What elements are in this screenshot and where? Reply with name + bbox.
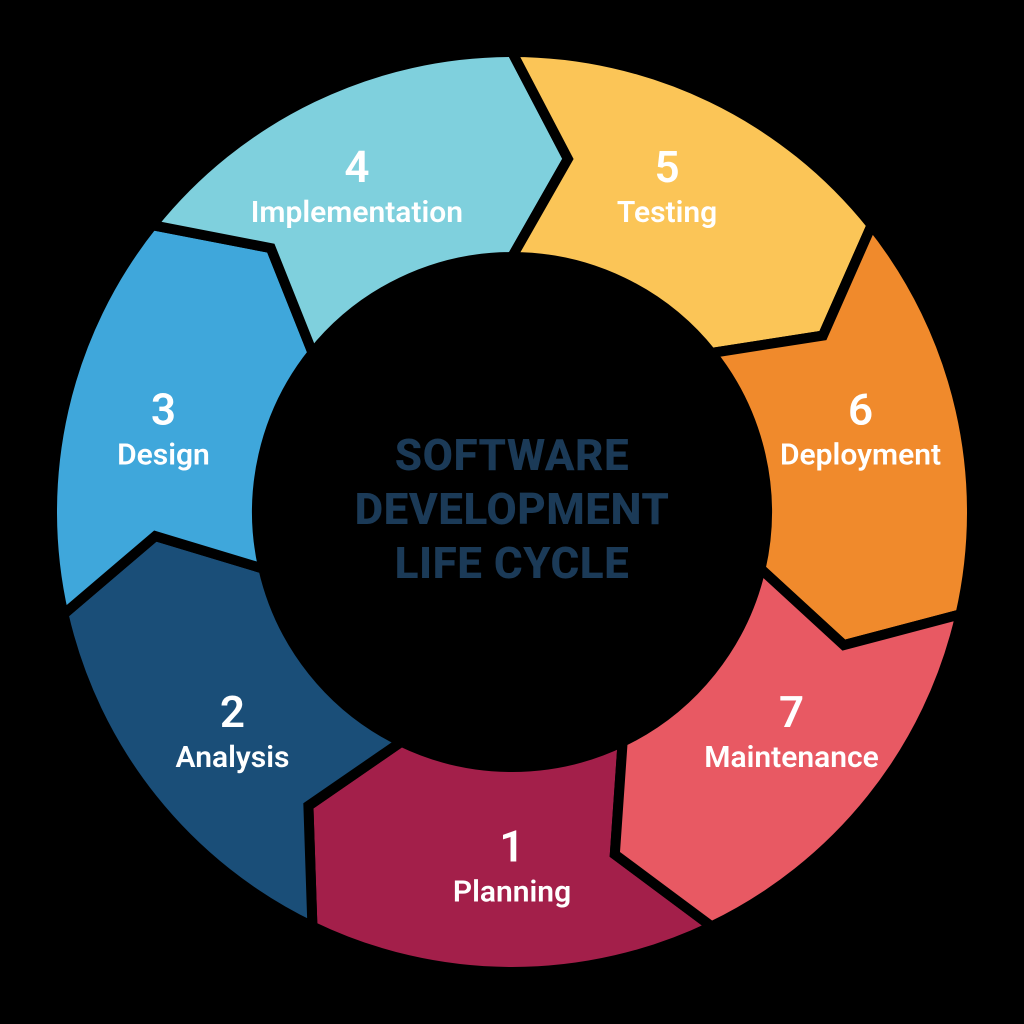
segment-label-5: Testing (617, 195, 717, 230)
segment-number-2: 2 (220, 686, 245, 738)
segment-number-3: 3 (151, 383, 176, 435)
segment-label-3: Design (117, 437, 210, 472)
segment-label-6: Deployment (780, 437, 941, 472)
segment-number-1: 1 (499, 821, 524, 873)
center-title-line2: DEVELOPMENT (355, 483, 670, 535)
center-title-line1: SOFTWARE (395, 429, 629, 481)
segment-number-6: 6 (848, 383, 873, 435)
segment-number-7: 7 (779, 686, 804, 738)
segment-number-5: 5 (655, 141, 680, 193)
segment-label-7: Maintenance (704, 740, 879, 775)
sdlc-cycle-diagram: 1Planning 2Analysis 3Design 4Implementation… (0, 0, 1024, 1024)
segment-label-4: Implementation (251, 195, 463, 230)
segment-label-2: Analysis (176, 740, 290, 775)
segment-label-1: Planning (453, 875, 571, 910)
center-title-line3: LIFE CYCLE (395, 537, 630, 589)
segment-number-4: 4 (344, 141, 369, 193)
